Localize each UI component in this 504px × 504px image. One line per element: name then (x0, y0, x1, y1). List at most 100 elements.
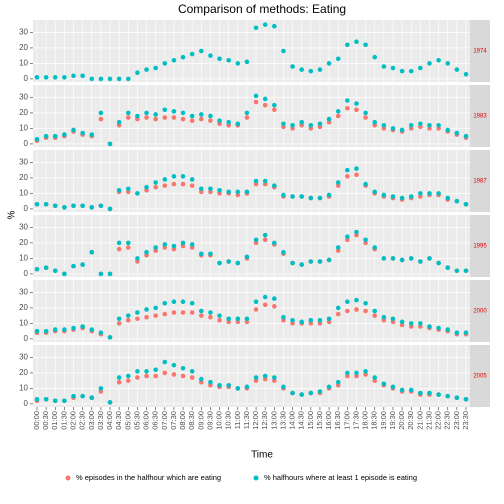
x-tick-label: 07:00 (160, 411, 169, 430)
point (144, 67, 149, 72)
point (180, 310, 186, 315)
point (354, 172, 359, 178)
point (235, 189, 241, 195)
y-tick-label: 20 (19, 173, 28, 182)
strip-label: 1995 (473, 244, 487, 250)
point (445, 393, 451, 399)
x-tick-label: 21:00 (415, 411, 424, 430)
point (153, 180, 158, 185)
panel-background (33, 150, 470, 212)
point (354, 307, 359, 312)
x-tick-label: 19:30 (388, 411, 397, 430)
point (171, 174, 177, 179)
point (43, 396, 49, 402)
point (354, 370, 359, 376)
point (345, 234, 350, 239)
point (135, 369, 140, 374)
x-axis-label: Time (251, 450, 273, 461)
point (381, 192, 387, 198)
point (372, 119, 378, 125)
point (62, 75, 67, 80)
point (89, 132, 95, 137)
x-tick-label: 14:30 (297, 411, 306, 430)
point (144, 369, 149, 374)
point (390, 194, 396, 199)
point (399, 195, 405, 201)
point (436, 191, 441, 196)
x-tick-label: 12:00 (251, 411, 260, 430)
point (299, 319, 305, 325)
x-tick-label: 00:30 (41, 411, 50, 430)
point (198, 313, 204, 318)
x-tick-label: 17:00 (342, 411, 351, 430)
point (354, 39, 359, 44)
x-tick-label: 01:30 (59, 411, 68, 430)
point (308, 259, 314, 264)
point (454, 395, 460, 401)
point (454, 130, 460, 136)
point (180, 54, 186, 60)
x-tick-label: 10:00 (215, 411, 224, 430)
y-tick-label: 20 (19, 108, 28, 117)
point (253, 299, 259, 305)
point (399, 257, 405, 263)
point (463, 201, 469, 207)
point (98, 76, 104, 82)
point (125, 318, 131, 323)
point (317, 67, 323, 72)
point (180, 240, 186, 246)
x-tick-label: 10:30 (224, 411, 233, 430)
point (162, 311, 168, 317)
point (116, 119, 122, 125)
point (436, 325, 441, 331)
strip-label: 1983 (473, 114, 487, 120)
point (290, 194, 295, 199)
point (153, 184, 158, 190)
point (162, 115, 168, 120)
point (308, 195, 314, 201)
point (153, 373, 158, 379)
y-tick-label: 10 (19, 319, 28, 328)
point (162, 370, 168, 376)
point (189, 118, 195, 123)
point (463, 133, 469, 139)
point (299, 262, 305, 267)
strip-label: 2000 (473, 309, 487, 315)
point (390, 65, 396, 71)
point (454, 67, 460, 72)
point (262, 178, 268, 184)
point (253, 25, 259, 31)
point (198, 186, 204, 192)
point (326, 192, 332, 198)
point (208, 53, 213, 58)
point (308, 68, 314, 74)
point (144, 184, 149, 190)
point (436, 260, 441, 266)
point (372, 189, 378, 195)
point (208, 251, 213, 257)
point (308, 390, 314, 396)
point (372, 245, 378, 250)
point (463, 330, 469, 336)
x-tick-label: 17:30 (351, 411, 360, 430)
point (71, 127, 76, 133)
point (290, 123, 295, 128)
point (34, 396, 40, 402)
point (162, 359, 168, 365)
point (198, 308, 204, 314)
x-tick-label: 22:30 (443, 411, 452, 430)
point (144, 373, 149, 379)
point (43, 133, 49, 139)
point (52, 398, 58, 404)
point (445, 265, 451, 271)
point (290, 260, 295, 266)
point (299, 194, 305, 199)
strip (470, 280, 490, 342)
point (345, 370, 350, 376)
point (107, 271, 113, 277)
point (198, 251, 204, 257)
point (262, 232, 268, 238)
x-tick-label: 04:00 (105, 411, 114, 430)
point (335, 245, 341, 250)
point (226, 316, 231, 322)
